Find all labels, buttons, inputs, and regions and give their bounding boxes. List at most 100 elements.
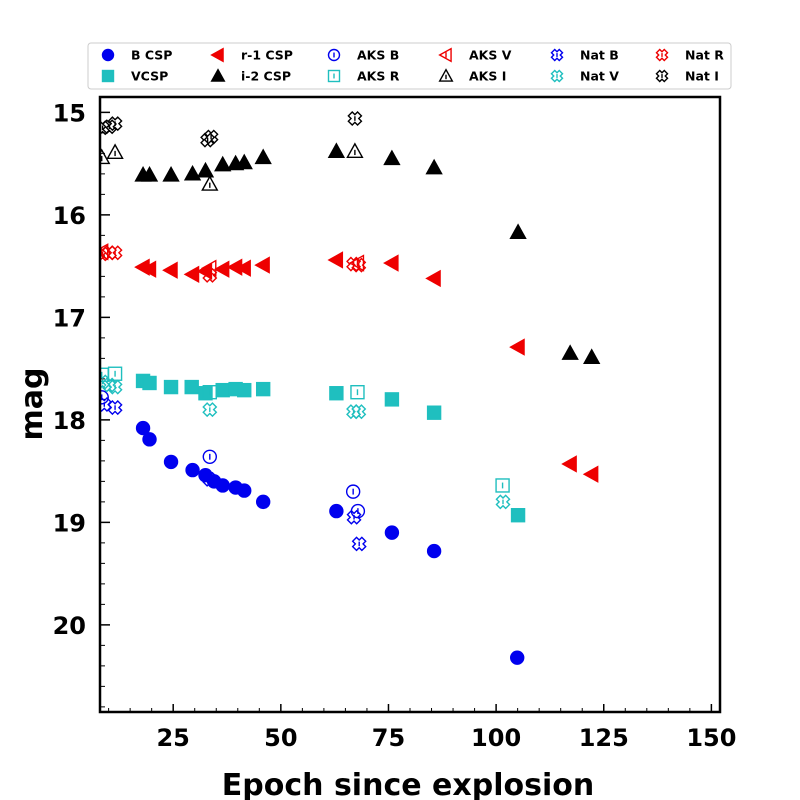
- data-point-r-1-csp: [509, 338, 525, 356]
- legend-label: Nat R: [685, 48, 724, 63]
- data-point-vcsp: [255, 381, 271, 397]
- data-point-b-csp: [384, 525, 400, 540]
- data-point-b-csp: [510, 650, 525, 665]
- legend-label: Nat V: [580, 69, 619, 84]
- legend-label: r-1 CSP: [241, 48, 293, 63]
- y-tick-label: 17: [53, 304, 86, 332]
- data-point-r-1-csp: [383, 254, 399, 272]
- legend-label: i-2 CSP: [241, 69, 291, 84]
- data-point-vcsp: [510, 508, 526, 523]
- legend-label: Nat I: [685, 69, 719, 84]
- data-point-nat-b: [107, 400, 123, 416]
- data-point-vcsp: [142, 375, 157, 391]
- data-point-r-1-csp: [162, 261, 178, 279]
- data-point-aks-b: [345, 484, 361, 499]
- data-point-r-1-csp: [327, 251, 344, 269]
- data-point-vcsp: [384, 392, 400, 407]
- data-point-vcsp: [426, 405, 442, 420]
- data-point-i-2-csp: [383, 149, 401, 166]
- legend-marker-nat-i: [655, 69, 669, 83]
- data-point-r-1-csp: [235, 259, 251, 277]
- y-axis: 15 16 17 18 19 20: [53, 99, 110, 640]
- data-point-aks-r: [350, 385, 365, 400]
- data-point-aks-i: [100, 148, 111, 165]
- x-tick-label: 25: [156, 724, 189, 752]
- data-point-b-csp: [163, 454, 179, 470]
- x-axis-title: Epoch since explosion: [222, 768, 594, 800]
- legend-item-aks-r: AKS R: [327, 69, 400, 84]
- legend-label: VCSP: [131, 69, 168, 84]
- data-point-nat-v: [351, 404, 367, 420]
- legend-marker-r-1-csp: [210, 47, 224, 63]
- legend-marker-nat-r: [655, 48, 669, 62]
- legend-marker-aks-r: [327, 69, 341, 83]
- legend-item-aks-b: AKS B: [327, 48, 399, 63]
- x-tick-label: 125: [579, 724, 629, 752]
- legend-item-i-2-csp: i-2 CSP: [210, 68, 291, 84]
- data-point-b-csp: [135, 420, 151, 436]
- data-point-aks-i: [106, 143, 124, 160]
- data-point-i-2-csp: [162, 165, 180, 182]
- data-point-r-1-csp: [582, 465, 599, 483]
- legend-marker-vcsp: [101, 69, 115, 83]
- data-point-b-csp: [329, 503, 344, 519]
- data-point-r-1-csp: [425, 269, 441, 288]
- data-point-vcsp: [163, 379, 179, 395]
- data-point-i-2-csp: [509, 223, 527, 239]
- legend-item-nat-i: Nat I: [655, 69, 719, 84]
- legend-marker-i-2-csp: [210, 68, 226, 82]
- data-point-nat-b: [346, 509, 362, 525]
- data-point-aks-r: [495, 478, 510, 493]
- legend-marker-nat-b: [550, 48, 564, 62]
- legend-marker-b-csp: [101, 48, 115, 62]
- legend-marker-aks-i: [438, 68, 454, 82]
- legend-label: B CSP: [131, 48, 172, 63]
- legend-label: AKS B: [357, 48, 399, 63]
- data-markers: [100, 111, 601, 665]
- data-point-nat-v: [107, 379, 123, 395]
- legend-box: [87, 42, 732, 90]
- data-point-i-2-csp: [425, 158, 443, 175]
- data-point-aks-v: [200, 259, 217, 277]
- legend-marker-aks-b: [327, 48, 341, 62]
- data-point-nat-i: [203, 129, 219, 145]
- legend-item-vcsp: VCSP: [101, 69, 168, 84]
- data-point-r-1-csp: [254, 256, 270, 274]
- legend-marker-nat-v: [550, 69, 564, 83]
- y-tick-label: 18: [53, 407, 86, 435]
- legend-label: AKS V: [469, 48, 512, 63]
- data-point-nat-b: [351, 536, 367, 552]
- y-tick-label: 19: [53, 509, 86, 537]
- legend-marker-aks-v: [438, 47, 452, 63]
- data-point-i-2-csp: [583, 348, 601, 365]
- data-point-i-2-csp: [140, 165, 159, 182]
- legend-item-nat-b: Nat B: [550, 48, 619, 63]
- data-point-b-csp: [237, 483, 252, 498]
- data-point-i-2-csp: [327, 142, 346, 159]
- data-point-vcsp: [215, 382, 230, 398]
- data-point-aks-r: [202, 385, 217, 400]
- legend-item-nat-v: Nat V: [550, 69, 619, 84]
- data-point-nat-v: [495, 494, 511, 510]
- x-tick-label: 75: [372, 724, 405, 752]
- data-point-r-1-csp: [140, 260, 157, 278]
- data-point-nat-r: [202, 267, 218, 283]
- legend-item-nat-r: Nat R: [655, 48, 724, 63]
- data-point-r-1-csp: [183, 265, 200, 283]
- data-point-r-1-csp: [213, 260, 230, 278]
- data-point-nat-i: [347, 111, 363, 127]
- legend-item-aks-v: AKS V: [438, 47, 512, 63]
- data-point-i-2-csp: [235, 153, 253, 170]
- data-point-nat-r: [107, 245, 123, 261]
- data-point-nat-b: [202, 471, 218, 487]
- plot-frame: [98, 95, 722, 714]
- legend-label: AKS I: [469, 69, 506, 84]
- data-point-i-2-csp: [561, 344, 579, 360]
- y-axis-title: mag: [15, 368, 50, 441]
- x-tick-label: 150: [686, 724, 736, 752]
- data-point-r-1-csp: [561, 455, 577, 473]
- data-point-i-2-csp: [214, 155, 232, 172]
- data-point-i-2-csp: [254, 148, 272, 165]
- data-point-i-2-csp: [183, 164, 202, 181]
- data-point-b-csp: [426, 543, 442, 559]
